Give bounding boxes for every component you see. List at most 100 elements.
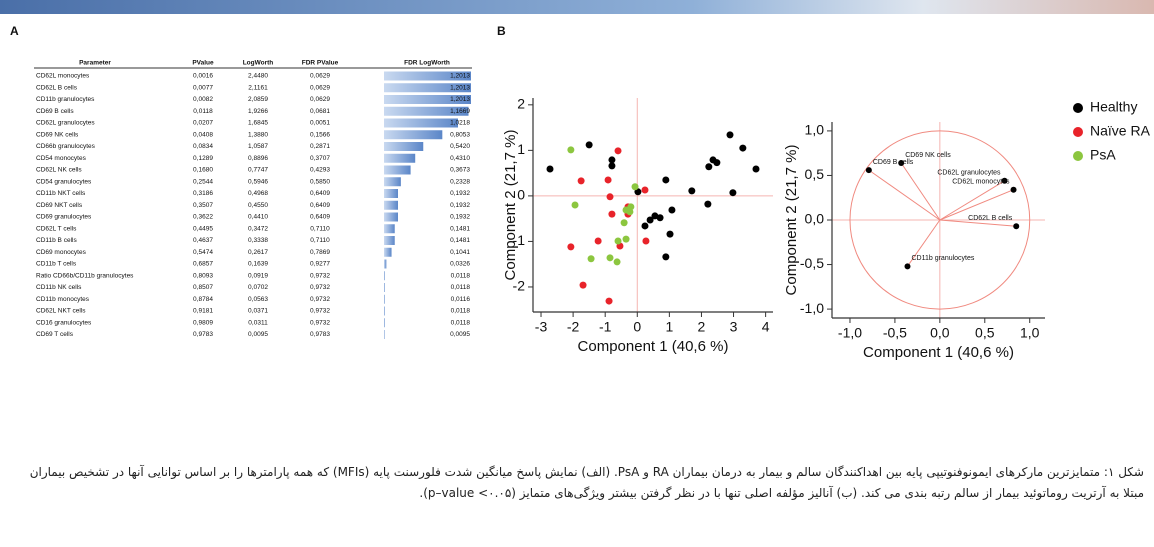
- table-cell: 0,9181: [193, 308, 213, 315]
- table-cell: 0,8896: [248, 155, 268, 162]
- table-cell: 0,8053: [450, 131, 470, 138]
- x-tick-label: 0: [633, 319, 641, 335]
- x-tick-label: 1,0: [1020, 325, 1040, 341]
- table-cell: 0,7869: [310, 249, 330, 256]
- table-cell: 1,6845: [248, 120, 268, 127]
- row-label: CD16 granulocytes: [36, 319, 92, 326]
- row-label: CD54 granulocytes: [36, 178, 92, 185]
- legend-marker: [1073, 127, 1083, 137]
- bar: [384, 201, 398, 210]
- bar: [384, 166, 411, 175]
- loading-vector: [901, 163, 940, 220]
- point: [752, 166, 759, 173]
- y-tick-label: -0,5: [800, 255, 824, 271]
- table-cell: 0,1639: [248, 261, 268, 268]
- table-cell: 0,1932: [450, 190, 470, 197]
- point: [547, 166, 554, 173]
- table-cell: 0,9732: [310, 308, 330, 315]
- point-label: CD11b granulocytes: [911, 255, 974, 262]
- table-cell: 0,0408: [193, 131, 213, 138]
- table-cell: 0,5850: [310, 178, 330, 185]
- point: [705, 163, 712, 170]
- row-label: CD11b T cells: [36, 261, 77, 268]
- row-label: CD62L NK cells: [36, 167, 82, 174]
- point: [567, 243, 574, 250]
- row-label: CD54 monocytes: [36, 155, 87, 162]
- legend-marker: [1073, 103, 1083, 113]
- x-tick-label: -0,5: [883, 325, 907, 341]
- point: [704, 201, 711, 208]
- legend-label: Healthy: [1090, 99, 1137, 115]
- row-label: CD11b NK cells: [36, 284, 82, 291]
- row-label: CD66b granulocytes: [36, 143, 96, 150]
- table-header: LogWorth: [243, 60, 274, 67]
- table-cell: 0,3507: [193, 202, 213, 209]
- bar: [384, 213, 398, 222]
- row-label: Ratio CD66b/CD11b granulocytes: [36, 272, 134, 279]
- table-cell: 0,0116: [451, 296, 471, 303]
- y-tick-label: 1,0: [805, 122, 825, 138]
- table-cell: 2,1161: [248, 84, 268, 91]
- table-cell: 0,1041: [450, 249, 470, 256]
- table-cell: 0,5946: [248, 178, 268, 185]
- table-cell: 0,9732: [310, 319, 330, 326]
- bar: [384, 330, 385, 339]
- table-cell: 0,0095: [248, 331, 268, 338]
- table-cell: 0,3673: [450, 167, 470, 174]
- table-cell: 0,7110: [310, 225, 330, 232]
- table-cell: 0,0051: [310, 120, 330, 127]
- row-label: CD69 NK cells: [36, 131, 79, 138]
- table-cell: 0,0629: [310, 84, 330, 91]
- bar: [384, 318, 385, 327]
- point: [642, 237, 649, 244]
- x-tick-label: 3: [730, 319, 738, 335]
- point: [662, 253, 669, 260]
- point: [608, 211, 615, 218]
- table-cell: 0,0118: [451, 319, 471, 326]
- table-cell: 0,4310: [450, 155, 470, 162]
- point: [727, 131, 734, 138]
- point: [572, 202, 579, 209]
- table-header: Parameter: [79, 60, 111, 67]
- x-tick-label: -3: [535, 319, 548, 335]
- table-cell: 0,8093: [193, 272, 213, 279]
- table-cell: 1,0587: [248, 143, 268, 150]
- loading-point: [904, 263, 910, 269]
- point: [595, 237, 602, 244]
- row-label: CD69 T cells: [36, 331, 74, 338]
- table-cell: 0,1289: [193, 155, 213, 162]
- legend-label: Naïve RA: [1090, 123, 1151, 139]
- table-cell: 0,7747: [248, 167, 268, 174]
- point: [647, 217, 654, 224]
- table-cell: 0,8507: [193, 284, 213, 291]
- table-cell: 0,0629: [310, 96, 330, 103]
- table-cell: 0,9732: [310, 284, 330, 291]
- row-label: CD62L granulocytes: [36, 120, 95, 127]
- x-tick-label: 0,0: [930, 325, 950, 341]
- point: [578, 177, 585, 184]
- table-header: FDR PValue: [302, 60, 339, 67]
- table-cell: 0,1481: [450, 237, 470, 244]
- point: [607, 254, 614, 261]
- bar: [384, 236, 395, 245]
- point: [623, 236, 630, 243]
- table-cell: 0,2617: [248, 249, 268, 256]
- table-cell: 0,3622: [193, 214, 213, 221]
- point: [632, 183, 639, 190]
- table-cell: 0,9783: [193, 331, 213, 338]
- point: [662, 176, 669, 183]
- point: [713, 159, 720, 166]
- table-cell: 0,6857: [193, 261, 213, 268]
- x-axis-label: Component 1 (40,6 %): [863, 344, 1014, 361]
- table-cell: 0,0118: [451, 284, 471, 291]
- x-tick-label: -1: [599, 319, 612, 335]
- table-cell: 1,2013: [450, 84, 470, 91]
- loading-point: [1011, 187, 1017, 193]
- table-cell: 1,9266: [248, 108, 268, 115]
- point-label: CD62L monocytes: [952, 179, 1010, 186]
- table-cell: 0,0834: [193, 143, 213, 150]
- panel-label: B: [497, 24, 506, 38]
- table-cell: 0,0326: [450, 261, 470, 268]
- bar: [384, 119, 458, 128]
- table-cell: 1,1669: [450, 108, 470, 115]
